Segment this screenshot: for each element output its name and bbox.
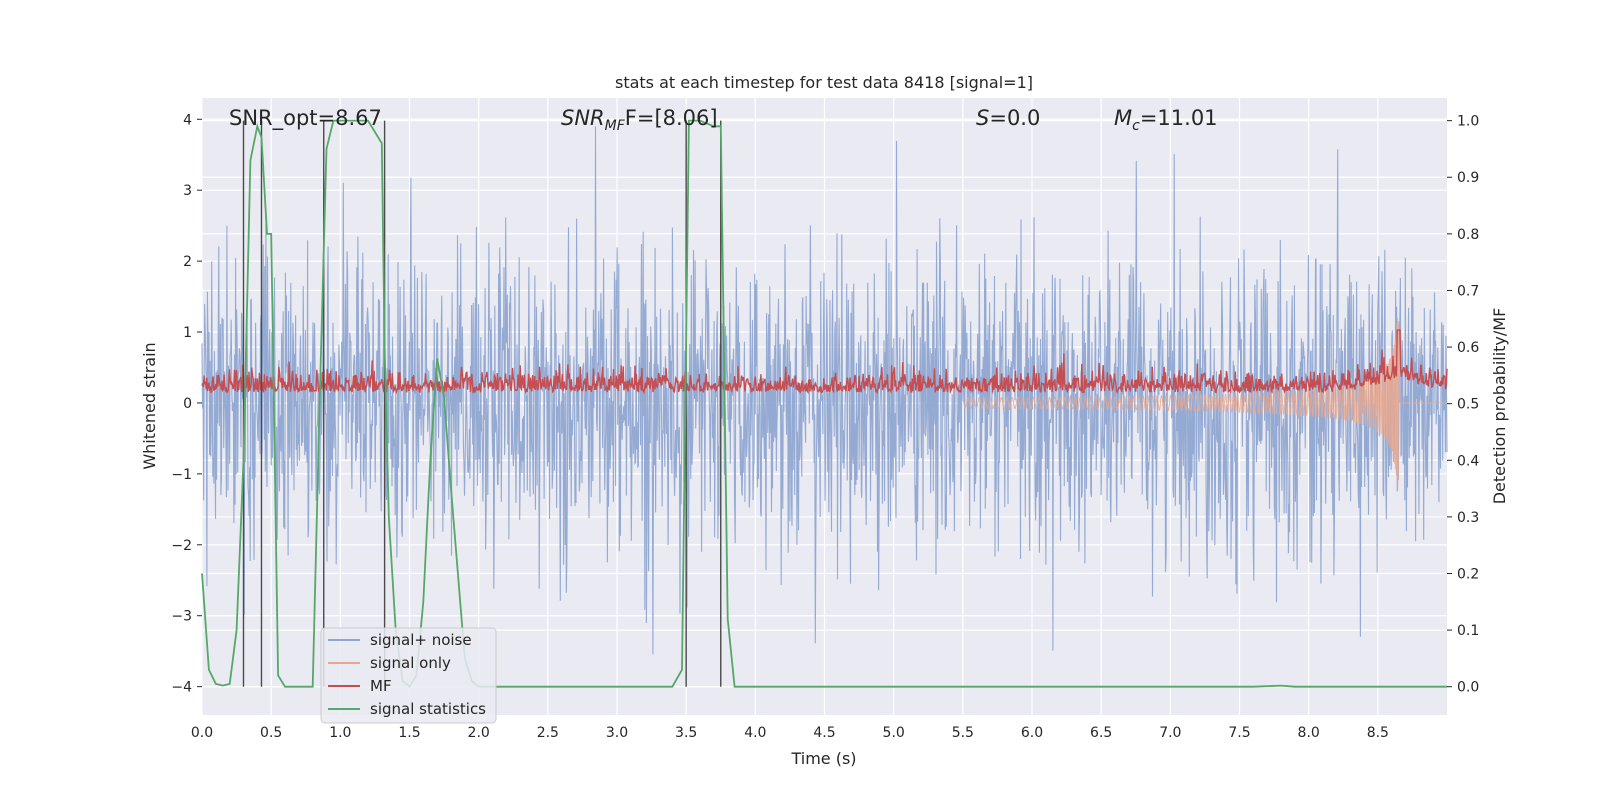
noise-line	[201, 126, 1448, 655]
s-annotation: S=0.0	[976, 106, 1040, 130]
signal-statistics-series	[201, 119, 1447, 689]
snr-opt-annotation: SNR_opt=8.67	[229, 106, 382, 131]
x-tick-label: 8.5	[1367, 725, 1389, 741]
x-tick-label: 5.0	[883, 725, 905, 741]
y2-tick-label: 1.0	[1457, 114, 1479, 130]
y2-tick-label: 0.3	[1457, 510, 1479, 526]
y2-tick-label: 0.4	[1457, 453, 1479, 469]
chart-title: stats at each timestep for test data 841…	[615, 73, 1033, 92]
x-tick-label: 6.0	[1021, 725, 1043, 741]
legend-label-stats: signal statistics	[370, 700, 486, 718]
vertical-markers	[242, 120, 722, 687]
x-tick-label: 8.0	[1298, 725, 1320, 741]
x-tick-label: 2.0	[468, 725, 490, 741]
y-tick-label: 4	[183, 112, 192, 128]
y-tick-label: −4	[171, 680, 192, 696]
mc-rest: =11.01	[1140, 106, 1218, 130]
y2-tick-label: 0.8	[1457, 227, 1479, 243]
mc-sub: c	[1132, 118, 1140, 134]
mc-var: M	[1114, 106, 1132, 130]
mf-series	[201, 329, 1448, 395]
x-tick-label: 7.0	[1159, 725, 1181, 741]
mc-annotation: Mc=11.01	[1114, 106, 1218, 134]
legend: signal+ noise signal only MF signal stat…	[320, 627, 497, 724]
x-tick-label: 2.5	[537, 725, 559, 741]
x-tick-label: 1.5	[398, 725, 420, 741]
y2-tick-label: 0.1	[1457, 623, 1479, 639]
x-tick-label: 0.5	[260, 725, 282, 741]
y-tick-label: −1	[171, 467, 192, 483]
snr-mf-annotation: SNRMFF=[8.06]	[561, 106, 718, 134]
y-axis-label: Whitened strain	[140, 342, 159, 469]
y2-tick-label: 0.7	[1457, 283, 1479, 299]
y2-tick-label: 0.5	[1457, 397, 1479, 413]
x-tick-label: 5.5	[952, 725, 974, 741]
x-tick-label: 3.5	[675, 725, 697, 741]
y-tick-label: 1	[183, 325, 192, 341]
stats-line	[201, 119, 1447, 689]
mf-line	[201, 329, 1448, 395]
x-tick-label: 3.0	[606, 725, 628, 741]
x-tick-label: 1.0	[329, 725, 351, 741]
s-rest: =0.0	[989, 106, 1040, 130]
y-tick-label: 0	[183, 396, 192, 412]
x-axis-label: Time (s)	[790, 749, 856, 768]
y2-axis-label: Detection probability/MF	[1490, 308, 1509, 505]
y2-tick-label: 0.2	[1457, 566, 1479, 582]
y2-tick-label: 0.0	[1457, 680, 1479, 696]
x-tick-label: 0.0	[191, 725, 213, 741]
y-ticks: 4 3 2 1 0 −1 −2 −3 −4	[171, 112, 202, 696]
y-tick-label: −2	[171, 538, 192, 554]
y2-tick-label: 0.9	[1457, 170, 1479, 186]
snr-mf-rest: F=[8.06]	[625, 106, 718, 130]
x-tick-label: 6.5	[1090, 725, 1112, 741]
snr-mf-base: SNR	[561, 106, 605, 130]
y-tick-label: −3	[171, 609, 192, 625]
y2-tick-label: 0.6	[1457, 340, 1479, 356]
snr-mf-sub: MF	[605, 118, 626, 134]
x-tick-label: 7.5	[1228, 725, 1250, 741]
legend-label-noise: signal+ noise	[370, 631, 472, 649]
x-ticks: 0.0 0.5 1.0 1.5 2.0 2.5 3.0 3.5 4.0 4.5 5.0 5.5 6.0 6…	[191, 725, 1389, 741]
y-tick-label: 3	[183, 183, 192, 199]
signal-noise-series	[201, 126, 1448, 655]
legend-box	[320, 627, 497, 724]
x-tick-label: 4.0	[744, 725, 766, 741]
s-var: S	[976, 106, 989, 130]
y-tick-label: 2	[183, 254, 192, 270]
legend-label-signal-only: signal only	[370, 654, 451, 672]
y2-ticks: 1.0 0.9 0.8 0.7 0.6 0.5 0.4 0.3 0.2 0.1 0.0	[1447, 114, 1479, 696]
legend-label-mf: MF	[370, 677, 392, 695]
x-tick-label: 4.5	[813, 725, 835, 741]
